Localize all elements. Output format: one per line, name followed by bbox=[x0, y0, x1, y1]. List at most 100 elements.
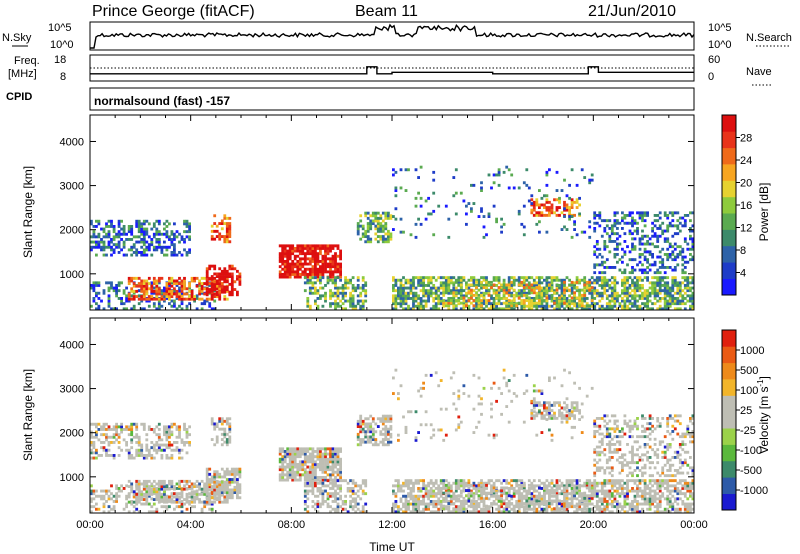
velocity-cell bbox=[384, 419, 388, 423]
power-cell bbox=[351, 302, 355, 306]
velocity-cell bbox=[444, 494, 448, 498]
velocity-cell bbox=[140, 451, 144, 455]
velocity-cell bbox=[105, 428, 108, 431]
power-cell bbox=[115, 294, 118, 298]
power-cell bbox=[548, 289, 551, 293]
velocity-cell bbox=[160, 485, 164, 488]
power-cell bbox=[220, 290, 224, 294]
velocity-cell bbox=[437, 489, 441, 493]
velocity-cell bbox=[459, 494, 463, 498]
power-cell bbox=[480, 286, 483, 290]
power-cell bbox=[218, 222, 222, 225]
velocity-cell bbox=[437, 500, 441, 503]
velocity-cell bbox=[442, 484, 446, 488]
power-cell bbox=[555, 291, 559, 295]
power-cell bbox=[429, 307, 433, 311]
power-cell bbox=[230, 290, 234, 294]
power-cell bbox=[336, 291, 340, 295]
power-cell bbox=[638, 214, 642, 217]
power-cell bbox=[160, 289, 164, 293]
power-cell bbox=[137, 225, 141, 228]
power-cell bbox=[621, 216, 624, 220]
power-cell bbox=[603, 245, 607, 249]
velocity-cell bbox=[303, 478, 307, 482]
power-cell bbox=[689, 297, 692, 300]
power-cell bbox=[130, 307, 134, 311]
power-cell bbox=[565, 208, 569, 212]
velocity-cell bbox=[311, 500, 315, 503]
power-cell bbox=[193, 297, 196, 301]
power-cell bbox=[548, 281, 551, 285]
velocity-cell bbox=[427, 497, 430, 501]
velocity-cell bbox=[110, 497, 113, 501]
power-cell bbox=[666, 281, 670, 285]
power-cell bbox=[608, 299, 612, 303]
velocity-cell bbox=[384, 427, 388, 431]
power-cell bbox=[314, 260, 317, 263]
power-cell bbox=[525, 293, 529, 297]
power-cell bbox=[356, 227, 360, 231]
power-cell bbox=[145, 240, 149, 244]
power-cell bbox=[419, 196, 423, 200]
power-cell bbox=[465, 212, 468, 216]
velocity-cell bbox=[374, 422, 378, 426]
power-cell bbox=[588, 181, 592, 185]
power-cell bbox=[170, 292, 174, 296]
velocity-cell bbox=[165, 507, 169, 511]
power-cell bbox=[112, 248, 116, 252]
power-cell bbox=[130, 276, 134, 280]
velocity-cell bbox=[170, 443, 174, 447]
power-cell bbox=[341, 297, 345, 300]
power-cell bbox=[308, 289, 312, 293]
power-cell bbox=[628, 221, 632, 225]
power-cell bbox=[152, 245, 156, 249]
power-cell bbox=[673, 307, 677, 311]
power-cell bbox=[517, 209, 521, 213]
velocity-cell bbox=[329, 510, 332, 514]
power-cell bbox=[220, 227, 224, 231]
power-cell bbox=[168, 245, 171, 249]
power-cell bbox=[175, 307, 179, 311]
power-cell bbox=[97, 243, 101, 247]
power-cell bbox=[147, 235, 151, 239]
power-cell bbox=[225, 237, 229, 241]
velocity-cell bbox=[331, 479, 335, 483]
velocity-cell bbox=[163, 487, 166, 491]
velocity-cell bbox=[185, 430, 189, 434]
velocity-cell bbox=[97, 438, 101, 442]
velocity-cell bbox=[95, 422, 98, 426]
velocity-cell bbox=[432, 481, 436, 485]
velocity-cell bbox=[228, 417, 232, 421]
power-cell bbox=[497, 170, 501, 174]
velocity-cell bbox=[303, 476, 307, 479]
power-cell bbox=[555, 198, 559, 202]
power-cell bbox=[444, 278, 448, 282]
velocity-cell bbox=[351, 500, 355, 503]
power-cell bbox=[472, 307, 476, 311]
velocity-cell bbox=[324, 455, 327, 459]
power-cell bbox=[613, 214, 617, 217]
power-cell bbox=[454, 280, 458, 284]
power-cell bbox=[316, 244, 320, 248]
power-cell bbox=[213, 272, 217, 276]
velocity-cell bbox=[130, 441, 134, 444]
power-cell bbox=[452, 289, 456, 293]
velocity-cell bbox=[316, 478, 320, 482]
power-cell bbox=[178, 232, 181, 236]
power-cell bbox=[447, 235, 451, 239]
power-cell bbox=[563, 215, 566, 218]
power-cell bbox=[429, 212, 433, 216]
velocity-cell bbox=[92, 441, 96, 444]
velocity-cell bbox=[152, 443, 156, 447]
velocity-cell bbox=[107, 497, 111, 501]
power-cell bbox=[359, 304, 363, 308]
power-cell bbox=[376, 211, 380, 215]
power-cell bbox=[538, 284, 541, 287]
velocity-cell bbox=[404, 497, 408, 501]
power-cell bbox=[364, 235, 368, 238]
power-cell bbox=[339, 267, 342, 271]
velocity-cell bbox=[487, 505, 491, 509]
power-cell bbox=[110, 219, 113, 223]
power-cell bbox=[681, 247, 685, 251]
